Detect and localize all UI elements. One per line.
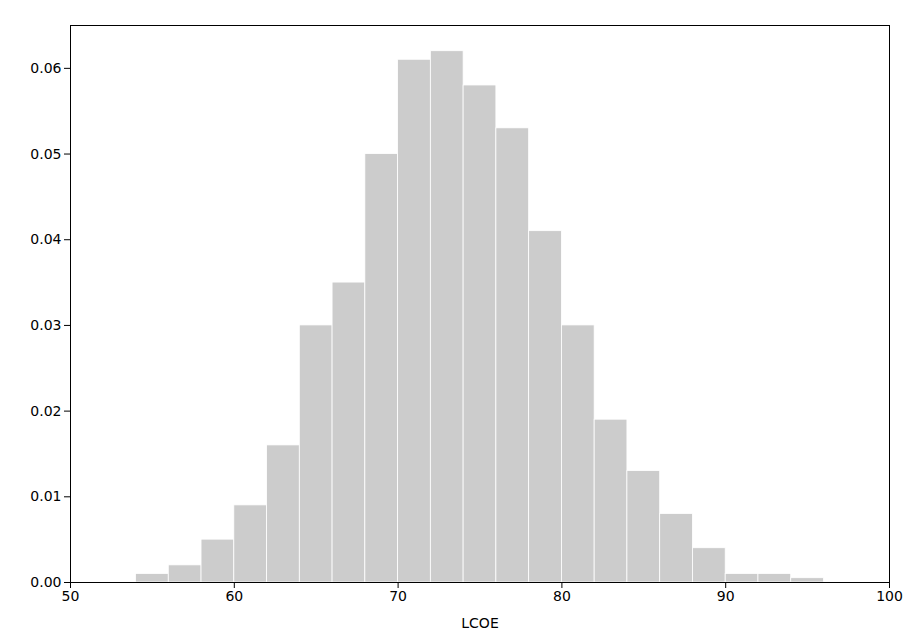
svg-text:60: 60 <box>225 588 243 604</box>
svg-text:0.06: 0.06 <box>30 60 61 76</box>
svg-text:0.04: 0.04 <box>30 231 61 247</box>
svg-text:90: 90 <box>717 588 735 604</box>
svg-text:100: 100 <box>876 588 903 604</box>
svg-text:0.05: 0.05 <box>30 146 61 162</box>
svg-text:50: 50 <box>62 588 80 604</box>
svg-text:70: 70 <box>389 588 407 604</box>
svg-text:0.03: 0.03 <box>30 317 61 333</box>
svg-text:80: 80 <box>553 588 571 604</box>
svg-text:0.01: 0.01 <box>30 488 61 504</box>
svg-text:0.02: 0.02 <box>30 403 61 419</box>
svg-text:0.00: 0.00 <box>30 574 61 590</box>
svg-text:LCOE: LCOE <box>461 615 498 631</box>
